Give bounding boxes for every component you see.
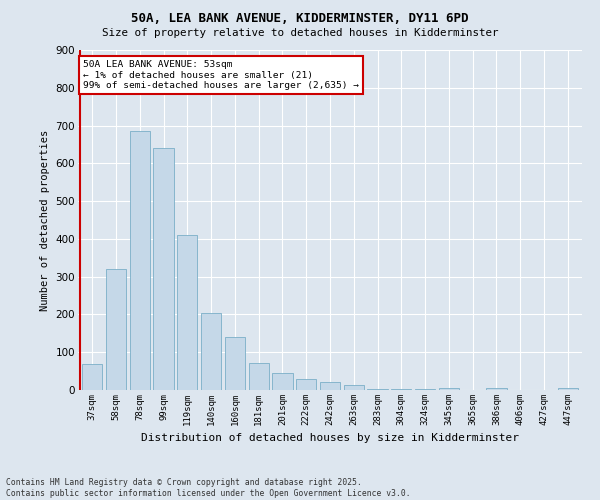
- Bar: [130, 131, 150, 390]
- Bar: [106, 269, 126, 390]
- Bar: [248, 363, 269, 390]
- Bar: [177, 235, 197, 390]
- Text: 50A LEA BANK AVENUE: 53sqm
← 1% of detached houses are smaller (21)
99% of semi-: 50A LEA BANK AVENUE: 53sqm ← 1% of detac…: [83, 60, 359, 90]
- Bar: [344, 386, 364, 390]
- Bar: [201, 312, 221, 390]
- Bar: [154, 148, 173, 390]
- Bar: [272, 373, 293, 390]
- Text: Contains HM Land Registry data © Crown copyright and database right 2025.
Contai: Contains HM Land Registry data © Crown c…: [6, 478, 410, 498]
- Bar: [367, 389, 388, 390]
- Bar: [391, 389, 412, 390]
- Bar: [415, 389, 435, 390]
- X-axis label: Distribution of detached houses by size in Kidderminster: Distribution of detached houses by size …: [141, 434, 519, 444]
- Bar: [225, 337, 245, 390]
- Bar: [557, 388, 578, 390]
- Text: Size of property relative to detached houses in Kidderminster: Size of property relative to detached ho…: [102, 28, 498, 38]
- Bar: [439, 388, 459, 390]
- Y-axis label: Number of detached properties: Number of detached properties: [40, 130, 50, 310]
- Bar: [296, 378, 316, 390]
- Bar: [320, 382, 340, 390]
- Bar: [82, 364, 103, 390]
- Bar: [487, 388, 506, 390]
- Text: 50A, LEA BANK AVENUE, KIDDERMINSTER, DY11 6PD: 50A, LEA BANK AVENUE, KIDDERMINSTER, DY1…: [131, 12, 469, 26]
